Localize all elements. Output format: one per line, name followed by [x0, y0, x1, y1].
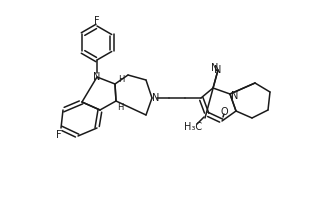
- Text: O: O: [220, 107, 228, 117]
- Text: N: N: [211, 63, 219, 73]
- Text: H: H: [118, 75, 124, 83]
- Text: H: H: [117, 104, 123, 112]
- Text: N: N: [214, 65, 222, 75]
- Text: N: N: [152, 93, 160, 103]
- Text: N: N: [231, 91, 239, 101]
- Text: H₃C: H₃C: [184, 122, 202, 132]
- Text: N: N: [93, 72, 101, 82]
- Text: F: F: [94, 16, 100, 26]
- Text: F: F: [56, 130, 62, 140]
